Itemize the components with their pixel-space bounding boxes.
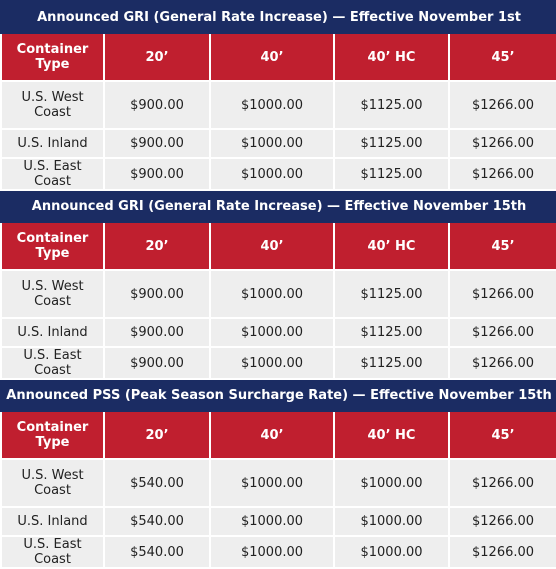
rate-cell: $1000.00 [209, 458, 335, 508]
rate-cell: $1266.00 [447, 80, 556, 130]
rate-cell: $1266.00 [447, 346, 556, 380]
column-header: 40’ [209, 410, 335, 460]
column-header: 20’ [103, 410, 211, 460]
row-label: U.S. East Coast [0, 535, 105, 569]
rate-cell: $900.00 [103, 80, 211, 130]
section-title: Announced GRI (General Rate Increase) — … [0, 189, 556, 223]
column-header: 40’ [209, 32, 335, 82]
rate-cell: $1000.00 [209, 317, 335, 348]
rate-cell: $900.00 [103, 269, 211, 319]
data-row: U.S. Inland $540.00 $1000.00 $1000.00 $1266.… [0, 506, 556, 537]
rate-cell: $1000.00 [209, 128, 335, 159]
column-header: 45’ [447, 32, 556, 82]
rate-cell: $540.00 [103, 506, 211, 537]
header-row: Container Type 20’ 40’ 40’ HC 45’ [0, 410, 556, 460]
rate-cell: $1266.00 [447, 535, 556, 569]
section-title-row: Announced GRI (General Rate Increase) — … [0, 0, 556, 34]
rate-cell: $1000.00 [209, 535, 335, 569]
row-label: U.S. West Coast [0, 269, 105, 319]
data-row: U.S. Inland $900.00 $1000.00 $1125.00 $1266.… [0, 317, 556, 348]
rate-cell: $1000.00 [209, 346, 335, 380]
section-title-row: Announced GRI (General Rate Increase) — … [0, 189, 556, 223]
column-header: 45’ [447, 410, 556, 460]
rate-cell: $1125.00 [333, 317, 450, 348]
data-row: U.S. West Coast $900.00 $1000.00 $1125.00 $1… [0, 269, 556, 319]
rate-cell: $1000.00 [209, 157, 335, 191]
column-header: Container Type [0, 410, 105, 460]
column-header: 45’ [447, 221, 556, 271]
rate-cell: $900.00 [103, 128, 211, 159]
rate-cell: $1125.00 [333, 269, 450, 319]
rate-cell: $1266.00 [447, 128, 556, 159]
header-row: Container Type 20’ 40’ 40’ HC 45’ [0, 221, 556, 271]
rate-cell: $1125.00 [333, 80, 450, 130]
rate-cell: $900.00 [103, 317, 211, 348]
rate-cell: $1125.00 [333, 157, 450, 191]
rate-cell: $1000.00 [209, 80, 335, 130]
column-header: 20’ [103, 221, 211, 271]
rate-cell: $900.00 [103, 346, 211, 380]
column-header: 20’ [103, 32, 211, 82]
section-title-row: Announced PSS (Peak Season Surcharge Rat… [0, 378, 556, 412]
rate-cell: $1266.00 [447, 269, 556, 319]
column-header: 40’ HC [333, 32, 450, 82]
column-header: 40’ HC [333, 410, 450, 460]
rate-cell: $1266.00 [447, 317, 556, 348]
data-row: U.S. East Coast $900.00 $1000.00 $1125.00 $1… [0, 157, 556, 191]
rate-cell: $1266.00 [447, 506, 556, 537]
rate-cell: $1000.00 [333, 458, 450, 508]
data-row: U.S. Inland $900.00 $1000.00 $1125.00 $1266.… [0, 128, 556, 159]
data-row: U.S. West Coast $540.00 $1000.00 $1000.00 $1… [0, 458, 556, 508]
row-label: U.S. West Coast [0, 80, 105, 130]
rate-cell: $1000.00 [333, 535, 450, 569]
row-label: U.S. Inland [0, 128, 105, 159]
data-row: U.S. East Coast $900.00 $1000.00 $1125.00 $1… [0, 346, 556, 380]
rate-cell: $1266.00 [447, 157, 556, 191]
rate-cell: $540.00 [103, 535, 211, 569]
rate-cell: $1125.00 [333, 128, 450, 159]
data-row: U.S. West Coast $900.00 $1000.00 $1125.00 $1… [0, 80, 556, 130]
row-label: U.S. Inland [0, 317, 105, 348]
rate-cell: $1000.00 [333, 506, 450, 537]
column-header: Container Type [0, 32, 105, 82]
section-title: Announced GRI (General Rate Increase) — … [0, 0, 556, 34]
header-row: Container Type 20’ 40’ 40’ HC 45’ [0, 32, 556, 82]
row-label: U.S. East Coast [0, 157, 105, 191]
rate-cell: $540.00 [103, 458, 211, 508]
row-label: U.S. Inland [0, 506, 105, 537]
rate-cell: $1000.00 [209, 269, 335, 319]
rate-cell: $900.00 [103, 157, 211, 191]
row-label: U.S. East Coast [0, 346, 105, 380]
column-header: 40’ HC [333, 221, 450, 271]
data-row: U.S. East Coast $540.00 $1000.00 $1000.00 $1… [0, 535, 556, 569]
rate-cell: $1266.00 [447, 458, 556, 508]
rate-cell: $1125.00 [333, 346, 450, 380]
column-header: Container Type [0, 221, 105, 271]
column-header: 40’ [209, 221, 335, 271]
section-title: Announced PSS (Peak Season Surcharge Rat… [0, 378, 556, 412]
row-label: U.S. West Coast [0, 458, 105, 508]
rate-cell: $1000.00 [209, 506, 335, 537]
